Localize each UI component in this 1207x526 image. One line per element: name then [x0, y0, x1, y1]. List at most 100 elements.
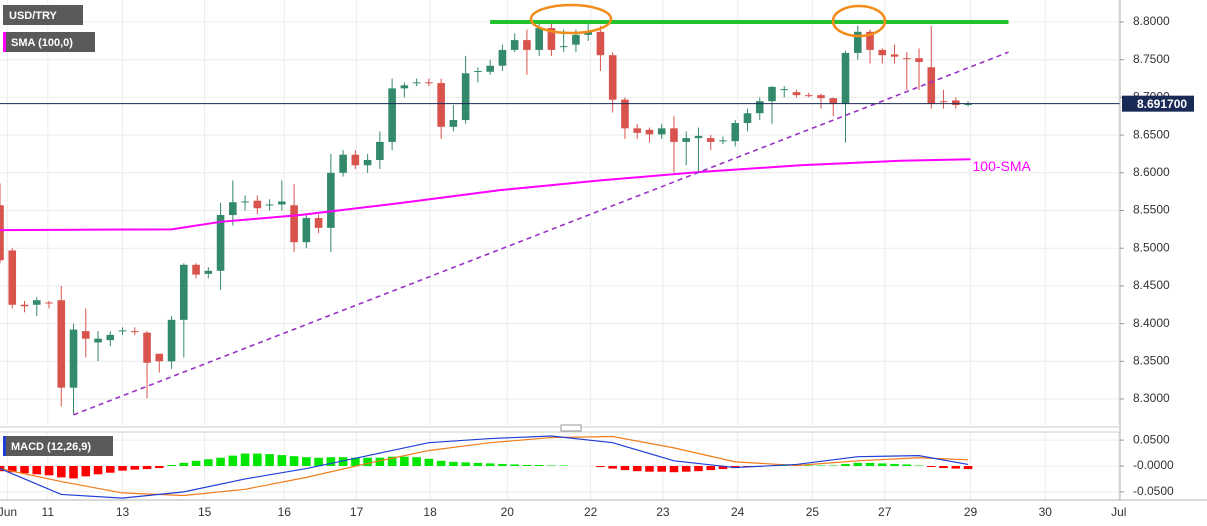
histogram-bar [828, 465, 838, 466]
histogram-bar [804, 465, 814, 466]
y-tick-label: 8.3000 [1133, 391, 1170, 405]
histogram-bar [669, 466, 679, 473]
symbol-label: USD/TRY [9, 10, 58, 22]
histogram-bar [338, 457, 348, 466]
candle-body [596, 31, 605, 56]
sma-label: 100-SMA [973, 158, 1032, 174]
histogram-bar [424, 458, 434, 466]
y-tick-label: -0.0000 [1133, 458, 1174, 472]
candle-body [425, 82, 433, 84]
macd-box [3, 436, 113, 456]
candle-body [768, 86, 776, 102]
candle-body [559, 46, 568, 48]
histogram-bar [853, 462, 863, 466]
candle-body [351, 154, 360, 166]
histogram-bar [485, 463, 495, 466]
candle-body [535, 28, 543, 50]
indicator-label: SMA (100,0) [11, 37, 73, 49]
candle-body [682, 138, 691, 142]
y-tick-label: 0.0500 [1133, 432, 1170, 446]
histogram-bar [130, 466, 140, 470]
candle-body [229, 202, 237, 216]
candle-body [792, 92, 801, 96]
candle-body [412, 82, 421, 84]
histogram-bar [314, 457, 323, 466]
candle-body [902, 58, 911, 60]
histogram-bar [939, 466, 948, 469]
histogram-bar [816, 465, 826, 466]
histogram-bar [498, 463, 507, 466]
x-tick-label: 22 [584, 505, 598, 519]
x-tick-label: 11 [42, 505, 55, 519]
histogram-bar [375, 457, 385, 466]
y-tick-label: -0.0500 [1133, 484, 1174, 498]
x-tick-label: 17 [350, 505, 364, 519]
candle-body [314, 218, 323, 228]
candle-body [278, 201, 286, 205]
histogram-bar [473, 462, 483, 466]
y-tick-label: 8.8000 [1133, 14, 1170, 28]
candle-body [890, 54, 899, 57]
histogram-bar [927, 466, 936, 468]
histogram-bar [620, 466, 630, 471]
candle-body [841, 52, 850, 104]
histogram-bar [69, 466, 78, 479]
candle-body [474, 71, 482, 73]
candle-body [437, 83, 445, 127]
labels: USD/TRY SMA (100,0) MACD (12,26,9) [3, 5, 113, 456]
x-tick-label: 29 [964, 505, 978, 519]
x-tick-label: 18 [423, 505, 437, 519]
candle-body [694, 135, 703, 139]
candle-body [731, 123, 740, 142]
candle-body [204, 270, 213, 274]
candle-body [118, 330, 127, 332]
candle-body [143, 332, 151, 363]
candle-body [253, 200, 262, 209]
candle-body [755, 101, 764, 114]
pane-handle[interactable] [560, 424, 582, 432]
histogram-bar [706, 466, 716, 471]
x-tick-label: 23 [656, 505, 670, 519]
histogram-bar [596, 466, 605, 468]
macd-line [0, 435, 969, 499]
candle-body [878, 49, 887, 56]
candle-body [32, 300, 41, 305]
histogram-bar [902, 464, 912, 466]
histogram-bar [645, 466, 654, 472]
candle-body [302, 218, 311, 243]
candle-body [339, 154, 347, 173]
histogram-bar [461, 462, 470, 466]
candle-body [829, 98, 838, 104]
candle-body [608, 55, 617, 100]
candle-body [780, 89, 789, 91]
candle-body [670, 128, 678, 142]
histogram-bar [951, 466, 961, 469]
candle-body [939, 101, 948, 103]
macd-swatch [3, 436, 6, 456]
candle-body [633, 128, 641, 133]
histogram-bar [118, 466, 127, 471]
candle-body [547, 28, 556, 50]
histogram-bar [865, 462, 875, 466]
histogram-bar [877, 463, 887, 466]
last-price-label: 8.691700 [1137, 97, 1187, 111]
highlight-ellipse [831, 4, 887, 38]
histogram-bar [559, 465, 568, 466]
histogram-bar [228, 455, 238, 466]
histogram-bar [914, 465, 924, 466]
candle-body [584, 31, 592, 35]
histogram-bar [253, 453, 262, 466]
histogram-bar [694, 466, 703, 472]
histogram-bar [841, 463, 850, 466]
candle-body [817, 95, 825, 99]
histogram-bar [657, 466, 666, 472]
candle-body [657, 128, 666, 135]
candle-body [804, 95, 813, 97]
candle-body [449, 120, 458, 127]
candle-body [167, 319, 176, 362]
histogram-bar [44, 466, 54, 476]
x-tick-label: 25 [806, 505, 820, 519]
candle-body [45, 302, 53, 304]
candle-body [964, 103, 972, 105]
sma-line [0, 158, 971, 232]
